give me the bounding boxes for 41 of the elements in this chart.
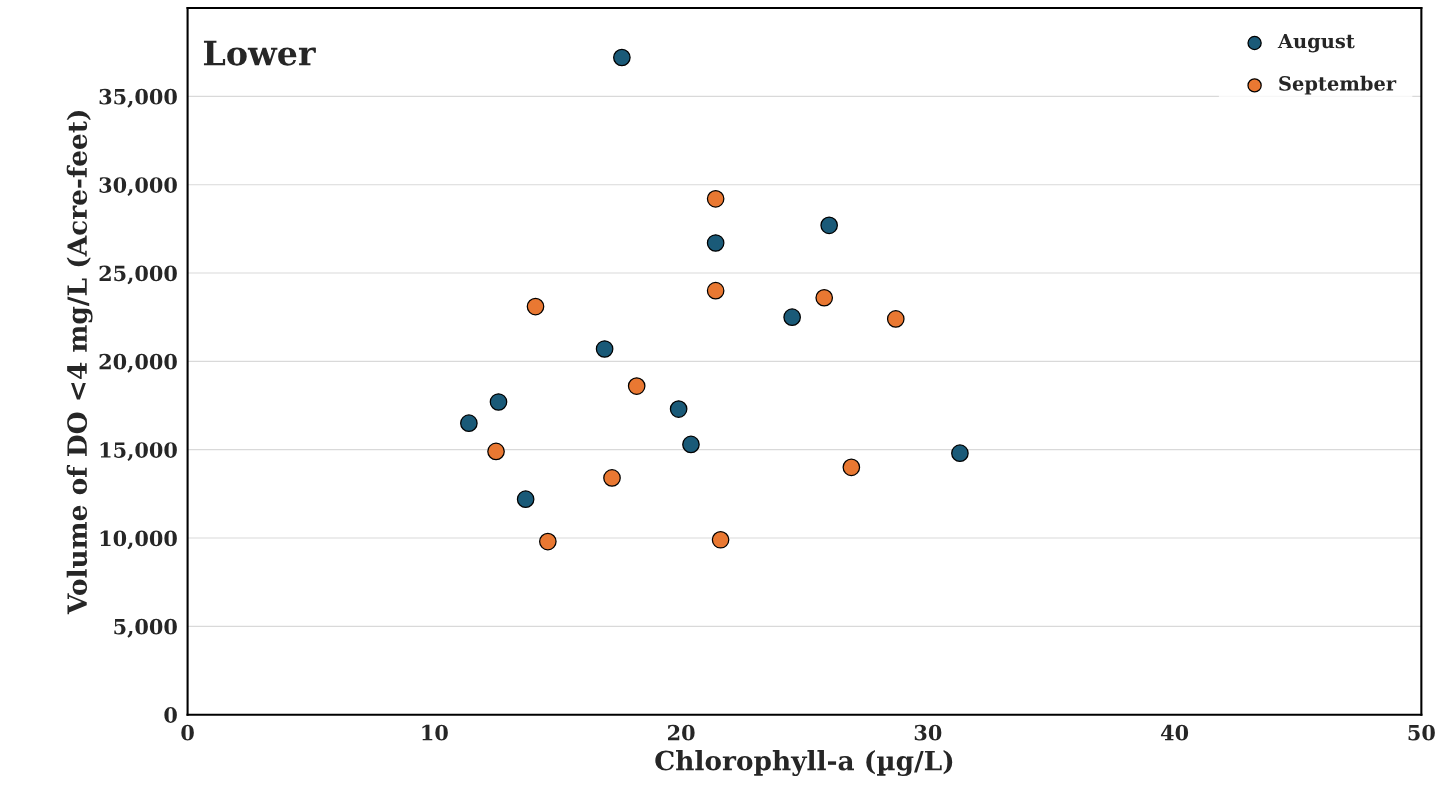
x-tick-label: 30	[914, 724, 942, 741]
y-tick-label: 0	[164, 707, 177, 723]
point	[682, 435, 700, 454]
point	[487, 442, 505, 461]
legend-label: August	[1277, 33, 1355, 53]
point	[820, 216, 838, 235]
x-tick-label: 10	[422, 724, 448, 741]
point	[711, 530, 730, 549]
point	[539, 532, 557, 551]
y-tick-label: 10,000	[100, 530, 177, 550]
point	[595, 340, 614, 358]
y-tick-label: 30,000	[99, 177, 177, 197]
legend-label: September	[1279, 75, 1397, 95]
point	[783, 308, 801, 327]
y-tick-label: 15,000	[100, 442, 177, 462]
y-tick-label: 5,000	[114, 618, 177, 638]
text: Lower	[203, 40, 316, 66]
point	[886, 310, 905, 328]
x-tick-label: 0	[181, 724, 194, 741]
y-tick-label: 35,000	[99, 88, 177, 108]
point	[613, 48, 631, 67]
y-tick-label: 25,000	[99, 265, 177, 285]
point	[516, 490, 535, 508]
x-axis-title: Chlorophyll-a (µg/L)	[655, 750, 953, 777]
point	[627, 377, 646, 395]
point	[603, 469, 621, 487]
x-tick-label: 50	[1408, 724, 1435, 741]
point	[489, 393, 508, 411]
point	[951, 444, 969, 463]
x-tick-label: 40	[1160, 724, 1189, 741]
point	[669, 400, 688, 418]
point	[842, 458, 861, 477]
x-tick-label: 20	[667, 724, 695, 741]
point	[706, 234, 725, 252]
point	[706, 189, 725, 208]
point	[526, 297, 545, 316]
point	[706, 281, 725, 300]
point	[815, 288, 834, 307]
y-tick-label: 20,000	[99, 353, 177, 373]
y-axis-title: Volume of DO <4 mg/L (Acre-feet)	[66, 111, 93, 615]
point	[460, 414, 478, 433]
